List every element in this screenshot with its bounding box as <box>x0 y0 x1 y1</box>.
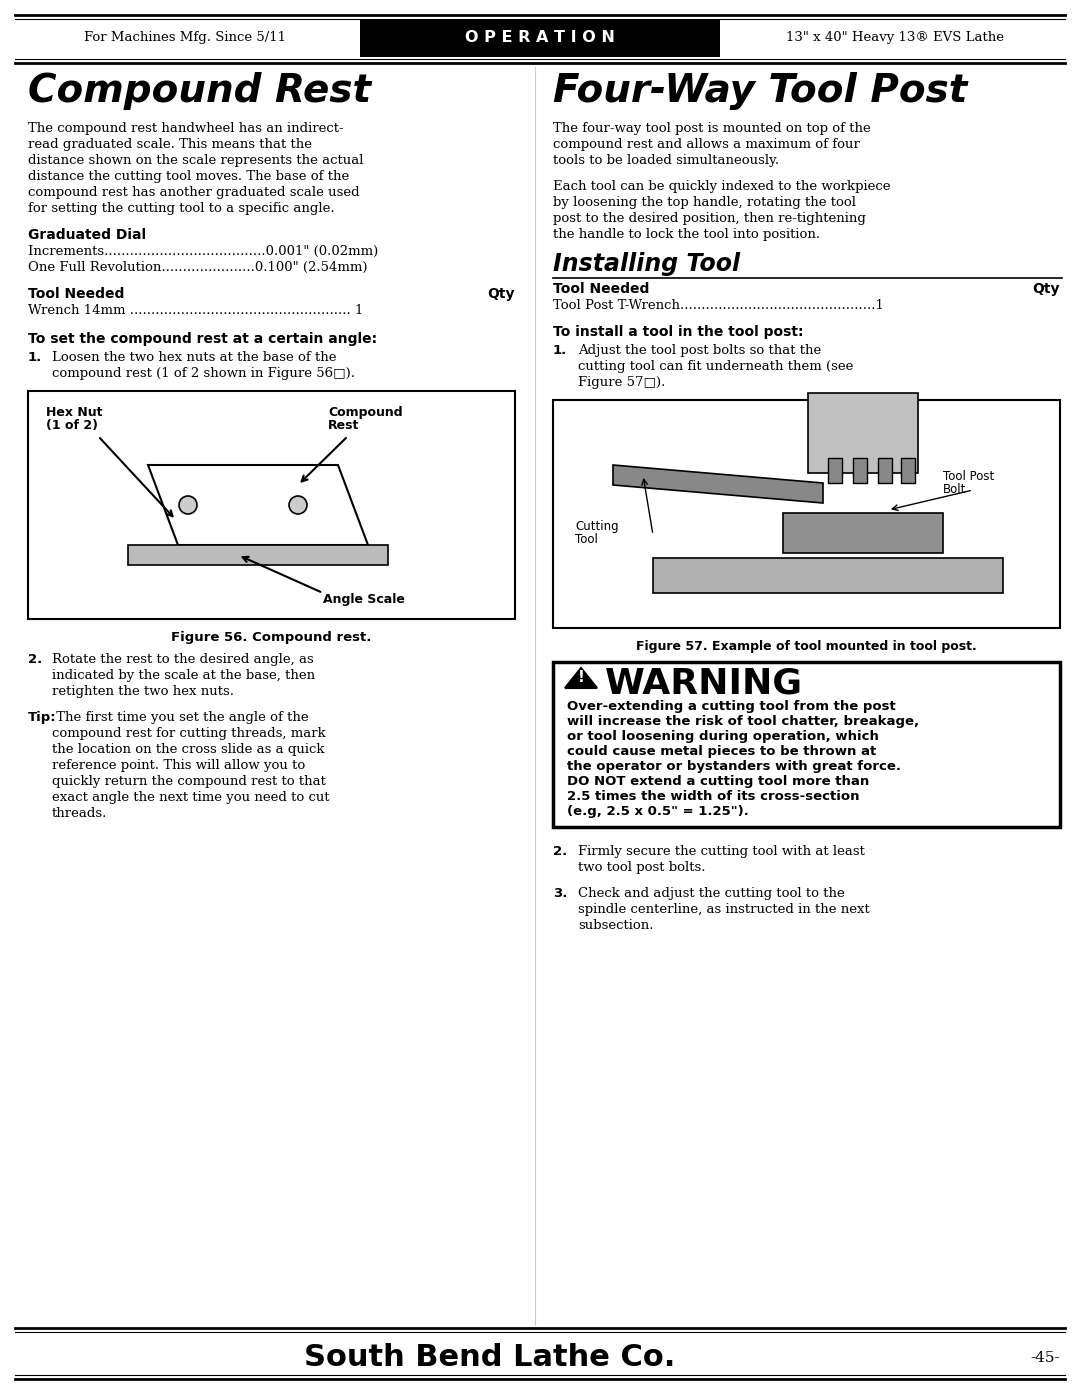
Text: Figure 57. Example of tool mounted in tool post.: Figure 57. Example of tool mounted in to… <box>636 640 977 652</box>
Text: quickly return the compound rest to that: quickly return the compound rest to that <box>52 775 326 788</box>
Text: the operator or bystanders with great force.: the operator or bystanders with great fo… <box>567 760 901 773</box>
FancyBboxPatch shape <box>653 557 1003 592</box>
Text: spindle centerline, as instructed in the next: spindle centerline, as instructed in the… <box>578 902 869 916</box>
Text: Cutting: Cutting <box>575 520 619 534</box>
Text: indicated by the scale at the base, then: indicated by the scale at the base, then <box>52 669 315 682</box>
Text: The first time you set the angle of the: The first time you set the angle of the <box>52 711 309 724</box>
FancyBboxPatch shape <box>901 458 915 483</box>
Text: Hex Nut: Hex Nut <box>46 407 103 419</box>
Text: for setting the cutting tool to a specific angle.: for setting the cutting tool to a specif… <box>28 203 335 215</box>
Text: Four-Way Tool Post: Four-Way Tool Post <box>553 73 968 110</box>
Text: two tool post bolts.: two tool post bolts. <box>578 861 705 875</box>
Text: The compound rest handwheel has an indirect-: The compound rest handwheel has an indir… <box>28 122 343 136</box>
Text: !: ! <box>578 671 584 686</box>
Text: Installing Tool: Installing Tool <box>553 251 740 277</box>
FancyBboxPatch shape <box>28 391 515 619</box>
Text: DO NOT extend a cutting tool more than: DO NOT extend a cutting tool more than <box>567 775 869 788</box>
Text: could cause metal pieces to be thrown at: could cause metal pieces to be thrown at <box>567 745 876 759</box>
Text: (e.g, 2.5 x 0.5" = 1.25").: (e.g, 2.5 x 0.5" = 1.25"). <box>567 805 748 819</box>
FancyBboxPatch shape <box>360 20 720 57</box>
Text: 13" x 40" Heavy 13® EVS Lathe: 13" x 40" Heavy 13® EVS Lathe <box>786 32 1004 45</box>
Text: Adjust the tool post bolts so that the: Adjust the tool post bolts so that the <box>578 344 821 358</box>
Text: or tool loosening during operation, which: or tool loosening during operation, whic… <box>567 731 879 743</box>
Text: Figure 56. Compound rest.: Figure 56. Compound rest. <box>172 631 372 644</box>
Text: Rest: Rest <box>328 419 360 432</box>
Polygon shape <box>565 668 597 687</box>
Polygon shape <box>613 465 823 503</box>
Text: Check and adjust the cutting tool to the: Check and adjust the cutting tool to the <box>578 887 845 900</box>
Text: post to the desired position, then re-tightening: post to the desired position, then re-ti… <box>553 212 866 225</box>
Text: The four-way tool post is mounted on top of the: The four-way tool post is mounted on top… <box>553 122 870 136</box>
FancyBboxPatch shape <box>828 458 842 483</box>
Text: Over-extending a cutting tool from the post: Over-extending a cutting tool from the p… <box>567 700 895 712</box>
Text: threads.: threads. <box>52 807 107 820</box>
Text: the location on the cross slide as a quick: the location on the cross slide as a qui… <box>52 743 324 756</box>
FancyBboxPatch shape <box>878 458 892 483</box>
Text: Angle Scale: Angle Scale <box>323 592 405 606</box>
Text: Qty: Qty <box>1032 282 1059 296</box>
Text: Qty: Qty <box>487 286 515 300</box>
Text: Tool Needed: Tool Needed <box>28 286 124 300</box>
Text: For Machines Mfg. Since 5/11: For Machines Mfg. Since 5/11 <box>84 32 286 45</box>
Text: 1.: 1. <box>553 344 567 358</box>
Text: O P E R A T I O N: O P E R A T I O N <box>465 31 615 46</box>
Text: read graduated scale. This means that the: read graduated scale. This means that th… <box>28 138 312 151</box>
Text: Rotate the rest to the desired angle, as: Rotate the rest to the desired angle, as <box>52 652 314 666</box>
Text: Increments......................................0.001" (0.02mm): Increments..............................… <box>28 244 378 258</box>
Text: 1.: 1. <box>28 351 42 365</box>
Text: 2.: 2. <box>28 652 42 666</box>
Text: the handle to lock the tool into position.: the handle to lock the tool into positio… <box>553 228 820 242</box>
Text: -45-: -45- <box>1030 1351 1059 1365</box>
Text: distance shown on the scale represents the actual: distance shown on the scale represents t… <box>28 154 364 168</box>
Text: reference point. This will allow you to: reference point. This will allow you to <box>52 759 306 773</box>
Text: Wrench 14mm .................................................... 1: Wrench 14mm ............................… <box>28 305 363 317</box>
FancyBboxPatch shape <box>129 545 388 564</box>
Text: Loosen the two hex nuts at the base of the: Loosen the two hex nuts at the base of t… <box>52 351 337 365</box>
Text: Figure 57□).: Figure 57□). <box>578 376 665 388</box>
Text: To set the compound rest at a certain angle:: To set the compound rest at a certain an… <box>28 332 377 346</box>
Circle shape <box>179 496 197 514</box>
FancyBboxPatch shape <box>853 458 867 483</box>
Text: (1 of 2): (1 of 2) <box>46 419 98 432</box>
Text: South Bend Lathe Co.: South Bend Lathe Co. <box>305 1344 676 1372</box>
Text: tools to be loaded simultaneously.: tools to be loaded simultaneously. <box>553 154 779 168</box>
Polygon shape <box>148 465 368 545</box>
Text: Compound Rest: Compound Rest <box>28 73 372 110</box>
Text: retighten the two hex nuts.: retighten the two hex nuts. <box>52 685 234 698</box>
Text: Compound: Compound <box>328 407 403 419</box>
Text: Bolt: Bolt <box>943 483 967 496</box>
Text: subsection.: subsection. <box>578 919 653 932</box>
Text: Tool: Tool <box>575 534 598 546</box>
FancyBboxPatch shape <box>808 393 918 474</box>
Text: Tool Post: Tool Post <box>943 469 995 483</box>
FancyBboxPatch shape <box>553 400 1059 629</box>
Text: distance the cutting tool moves. The base of the: distance the cutting tool moves. The bas… <box>28 170 349 183</box>
Text: 3.: 3. <box>553 887 567 900</box>
Text: exact angle the next time you need to cut: exact angle the next time you need to cu… <box>52 791 329 805</box>
Text: Graduated Dial: Graduated Dial <box>28 228 146 242</box>
Text: compound rest has another graduated scale used: compound rest has another graduated scal… <box>28 186 360 198</box>
Text: cutting tool can fit underneath them (see: cutting tool can fit underneath them (se… <box>578 360 853 373</box>
Circle shape <box>289 496 307 514</box>
Text: 2.5 times the width of its cross-section: 2.5 times the width of its cross-section <box>567 789 860 803</box>
Text: One Full Revolution......................0.100" (2.54mm): One Full Revolution.....................… <box>28 261 367 274</box>
Text: To install a tool in the tool post:: To install a tool in the tool post: <box>553 326 804 339</box>
Text: compound rest for cutting threads, mark: compound rest for cutting threads, mark <box>52 726 326 740</box>
Text: will increase the risk of tool chatter, breakage,: will increase the risk of tool chatter, … <box>567 715 919 728</box>
Text: 2.: 2. <box>553 845 567 858</box>
Text: WARNING: WARNING <box>605 666 804 700</box>
Text: compound rest and allows a maximum of four: compound rest and allows a maximum of fo… <box>553 138 860 151</box>
Text: Tool Post T-Wrench..............................................1: Tool Post T-Wrench......................… <box>553 299 883 312</box>
Text: Tip:: Tip: <box>28 711 56 724</box>
FancyBboxPatch shape <box>783 513 943 553</box>
Text: Firmly secure the cutting tool with at least: Firmly secure the cutting tool with at l… <box>578 845 865 858</box>
Text: Tool Needed: Tool Needed <box>553 282 649 296</box>
Text: compound rest (1 of 2 shown in Figure 56□).: compound rest (1 of 2 shown in Figure 56… <box>52 367 355 380</box>
FancyBboxPatch shape <box>553 662 1059 827</box>
Text: by loosening the top handle, rotating the tool: by loosening the top handle, rotating th… <box>553 196 856 210</box>
Text: Each tool can be quickly indexed to the workpiece: Each tool can be quickly indexed to the … <box>553 180 891 193</box>
